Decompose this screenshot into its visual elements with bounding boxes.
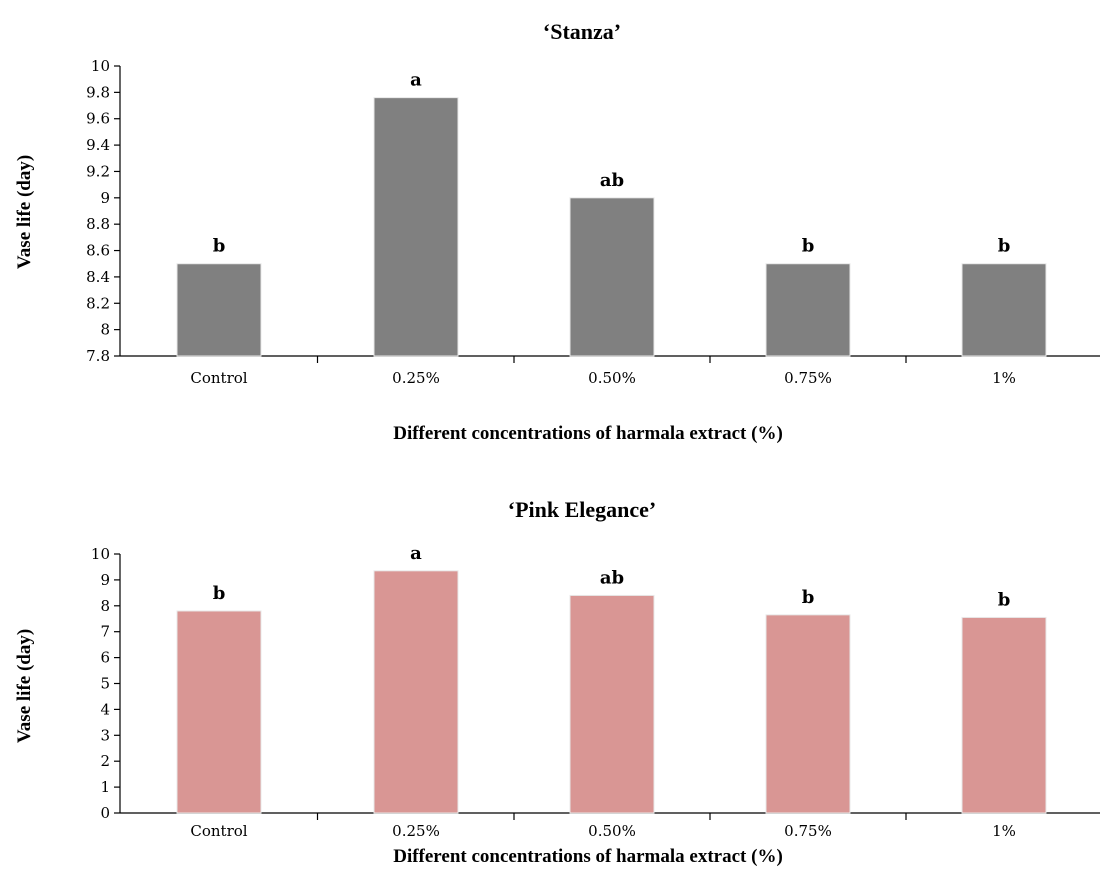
y-tick-label: 3 [100,726,110,744]
y-tick-label: 9 [100,189,110,207]
data-labels: b a ab b b [213,70,1011,257]
data-label: a [410,543,422,564]
x-tick-label: 0.50% [588,369,636,387]
y-tick-label: 10 [91,57,110,75]
bar [569,594,655,814]
data-label: b [213,583,226,604]
bar [373,570,459,814]
chart-pink-elegance: ‘Pink Elegance’ Vase life (day) Differen… [14,497,1100,867]
x-tick-label: 0.50% [588,822,636,840]
x-tick-label: 1% [992,822,1016,840]
x-tick-label: 0.75% [784,369,832,387]
x-axis-label: Different concentrations of harmala extr… [393,846,783,867]
bar [765,263,851,357]
y-axis-label: Vase life (day) [14,629,35,743]
y-tick-label: 9 [100,571,110,589]
y-tick-label: 4 [100,700,110,718]
y-tick-label: 1 [100,778,110,796]
data-label: b [802,236,815,257]
y-ticks: 0 1 2 3 4 5 6 7 8 9 10 [91,545,120,822]
chart-title: ‘Pink Elegance’ [508,497,657,522]
y-tick-label: 9.4 [86,136,110,154]
chart-stanza: ‘Stanza’ Vase life (day) Different conce… [14,19,1100,444]
data-label: ab [600,567,624,588]
data-label: b [802,587,815,608]
y-tick-label: 7.8 [86,347,110,365]
bar [176,610,262,814]
y-tick-label: 2 [100,752,110,770]
data-label: b [998,236,1011,257]
bar [765,614,851,814]
y-tick-label: 5 [100,675,110,693]
bars [176,570,1047,814]
chart-title: ‘Stanza’ [543,19,621,44]
y-tick-label: 10 [91,545,110,563]
y-ticks: 7.8 8 8.2 8.4 8.6 8.8 9 9.2 9.4 9.6 9.8 10 [86,57,120,365]
y-tick-label: 9.8 [86,83,110,101]
x-tick-label: 0.75% [784,822,832,840]
y-tick-label: 9.6 [86,110,110,128]
y-tick-label: 8.8 [86,215,110,233]
x-ticks: Control 0.25% 0.50% 0.75% 1% [190,813,1016,840]
x-axis-label: Different concentrations of harmala extr… [393,423,783,444]
bar [569,197,655,357]
data-label: a [410,70,422,91]
y-axis-label: Vase life (day) [14,155,35,269]
y-tick-label: 9.2 [86,162,110,180]
y-tick-label: 8 [100,321,110,339]
y-tick-label: 7 [100,623,110,641]
bar [373,97,459,357]
x-tick-label: Control [190,369,247,387]
data-label: b [213,236,226,257]
data-label: b [998,589,1011,610]
x-tick-label: 0.25% [392,822,440,840]
y-tick-label: 8.2 [86,294,110,312]
bar [176,263,262,357]
x-tick-label: 1% [992,369,1016,387]
y-tick-label: 0 [100,804,110,822]
y-tick-label: 8 [100,597,110,615]
data-labels: b a ab b b [213,543,1011,611]
x-tick-label: Control [190,822,247,840]
bars [176,97,1047,357]
y-tick-label: 6 [100,649,110,667]
bar [961,616,1047,814]
y-tick-label: 8.4 [86,268,110,286]
x-tick-label: 0.25% [392,369,440,387]
x-ticks: Control 0.25% 0.50% 0.75% 1% [190,356,1016,387]
data-label: ab [600,170,624,191]
y-tick-label: 8.6 [86,242,110,260]
bar [961,263,1047,357]
